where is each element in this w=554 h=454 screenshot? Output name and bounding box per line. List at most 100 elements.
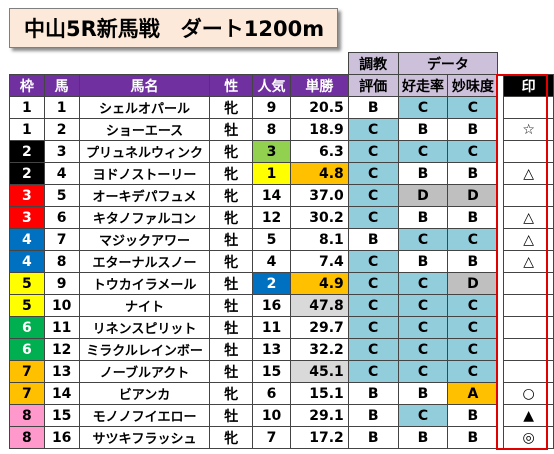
winrate-cell: C xyxy=(397,316,449,339)
waku-cell: 1 xyxy=(9,96,45,119)
taste-cell: B xyxy=(447,404,499,427)
odds-cell: 18.9 xyxy=(290,118,349,141)
sex-cell: 牝 xyxy=(209,382,254,405)
horse-number-cell: 13 xyxy=(43,360,80,383)
sex-cell: 牡 xyxy=(209,294,254,317)
table-row: 5 9 トウカイラメール牡 2 4.9 C C D xyxy=(9,272,554,295)
horse-number-cell: 2 xyxy=(43,118,80,141)
training-eval-cell: C xyxy=(347,140,399,163)
horse-number-cell: 1 xyxy=(43,96,80,119)
popularity-cell: 13 xyxy=(252,338,291,361)
mark-cell xyxy=(503,316,554,339)
winrate-cell: B xyxy=(397,426,449,449)
training-eval-cell: B xyxy=(347,382,399,405)
waku-cell: 2 xyxy=(9,162,45,185)
sex-cell: 牡 xyxy=(209,360,254,383)
horse-name-cell: ナイト xyxy=(78,294,211,317)
mark-cell: ▲ xyxy=(503,404,554,427)
horse-name-cell: サツキフラッシュ xyxy=(78,426,211,449)
training-eval-cell: C xyxy=(347,250,399,273)
horse-name-cell: マジックアワー xyxy=(78,228,211,251)
table-row: 2 4 ヨドノストーリー牝 1 4.8 C B B △ xyxy=(9,162,554,185)
popularity-cell: 14 xyxy=(252,184,291,207)
page-title: 中山5R新馬戦 ダート1200m xyxy=(9,8,338,48)
popularity-cell: 2 xyxy=(252,272,291,295)
waku-cell: 6 xyxy=(9,338,45,361)
header-data-group: データ xyxy=(397,52,499,75)
table-row: 4 8 エターナルスノー牝 4 7.4 C B B △ xyxy=(9,250,554,273)
table-row: 3 6 キタノファルコン牝 12 30.2 C B B △ xyxy=(9,206,554,229)
winrate-cell: B xyxy=(397,206,449,229)
waku-cell: 2 xyxy=(9,140,45,163)
winrate-cell: C xyxy=(397,294,449,317)
mark-cell xyxy=(503,96,554,119)
taste-cell: C xyxy=(447,338,499,361)
horse-number-cell: 14 xyxy=(43,382,80,405)
odds-cell: 4.8 xyxy=(290,162,349,185)
popularity-cell: 8 xyxy=(252,118,291,141)
training-eval-cell: B xyxy=(347,228,399,251)
odds-cell: 45.1 xyxy=(290,360,349,383)
odds-cell: 29.1 xyxy=(290,404,349,427)
header-taste: 妙味度 xyxy=(447,74,499,97)
odds-cell: 8.1 xyxy=(290,228,349,251)
taste-cell: B xyxy=(447,206,499,229)
header-winrate: 好走率 xyxy=(397,74,449,97)
taste-cell: C xyxy=(447,96,499,119)
winrate-cell: B xyxy=(397,162,449,185)
header-waku: 枠 xyxy=(9,74,45,97)
waku-cell: 4 xyxy=(9,228,45,251)
taste-cell: C xyxy=(447,360,499,383)
horse-name-cell: シェルオパール xyxy=(78,96,211,119)
horse-name-cell: ビアンカ xyxy=(78,382,211,405)
taste-cell: D xyxy=(447,184,499,207)
sex-cell: 牝 xyxy=(209,140,254,163)
horse-name-cell: プリュネルウィンク xyxy=(78,140,211,163)
taste-cell: A xyxy=(447,382,499,405)
popularity-cell: 9 xyxy=(252,96,291,119)
waku-cell: 5 xyxy=(9,272,45,295)
sex-cell: 牝 xyxy=(209,162,254,185)
training-eval-cell: C xyxy=(347,338,399,361)
table-row: 5 10 ナイト牡 16 47.8 C C C xyxy=(9,294,554,317)
winrate-cell: C xyxy=(397,228,449,251)
odds-cell: 7.4 xyxy=(290,250,349,273)
horse-name-cell: リネンスピリット xyxy=(78,316,211,339)
waku-cell: 6 xyxy=(9,316,45,339)
table-row: 8 16 サツキフラッシュ牝 7 17.2 B B B ◎ xyxy=(9,426,554,449)
training-eval-cell: C xyxy=(347,118,399,141)
horse-number-cell: 12 xyxy=(43,338,80,361)
header-row-2: 枠 馬 馬名 性 人気 単勝 評価 好走率 妙味度 印 xyxy=(9,74,554,97)
horse-name-cell: トウカイラメール xyxy=(78,272,211,295)
header-row-1: 調教 データ xyxy=(10,52,554,75)
sex-cell: 牝 xyxy=(209,206,254,229)
waku-cell: 3 xyxy=(9,206,45,229)
popularity-cell: 10 xyxy=(252,404,291,427)
training-eval-cell: C xyxy=(347,294,399,317)
horse-number-cell: 15 xyxy=(43,404,80,427)
mark-cell: ○ xyxy=(503,382,554,405)
table-row: 2 3 プリュネルウィンク牝 3 6.3 C C C xyxy=(9,140,554,163)
table-row: 1 2 ショーエース牡 8 18.9 C B B ☆ xyxy=(9,118,554,141)
mark-cell xyxy=(503,338,554,361)
sex-cell: 牝 xyxy=(209,96,254,119)
mark-cell: △ xyxy=(503,162,554,185)
waku-cell: 7 xyxy=(9,382,45,405)
header-popularity: 人気 xyxy=(252,74,291,97)
horse-number-cell: 4 xyxy=(43,162,80,185)
sex-cell: 牝 xyxy=(209,250,254,273)
sex-cell: 牝 xyxy=(209,184,254,207)
sex-cell: 牡 xyxy=(209,338,254,361)
odds-cell: 17.2 xyxy=(290,426,349,449)
horse-number-cell: 7 xyxy=(43,228,80,251)
mark-cell: ☆ xyxy=(503,118,554,141)
mark-cell: ◎ xyxy=(503,426,554,449)
odds-cell: 37.0 xyxy=(290,184,349,207)
waku-cell: 7 xyxy=(9,360,45,383)
training-eval-cell: C xyxy=(347,316,399,339)
training-eval-cell: B xyxy=(347,96,399,119)
horse-number-cell: 6 xyxy=(43,206,80,229)
mark-cell xyxy=(503,360,554,383)
winrate-cell: B xyxy=(397,118,449,141)
header-sex: 性 xyxy=(209,74,254,97)
